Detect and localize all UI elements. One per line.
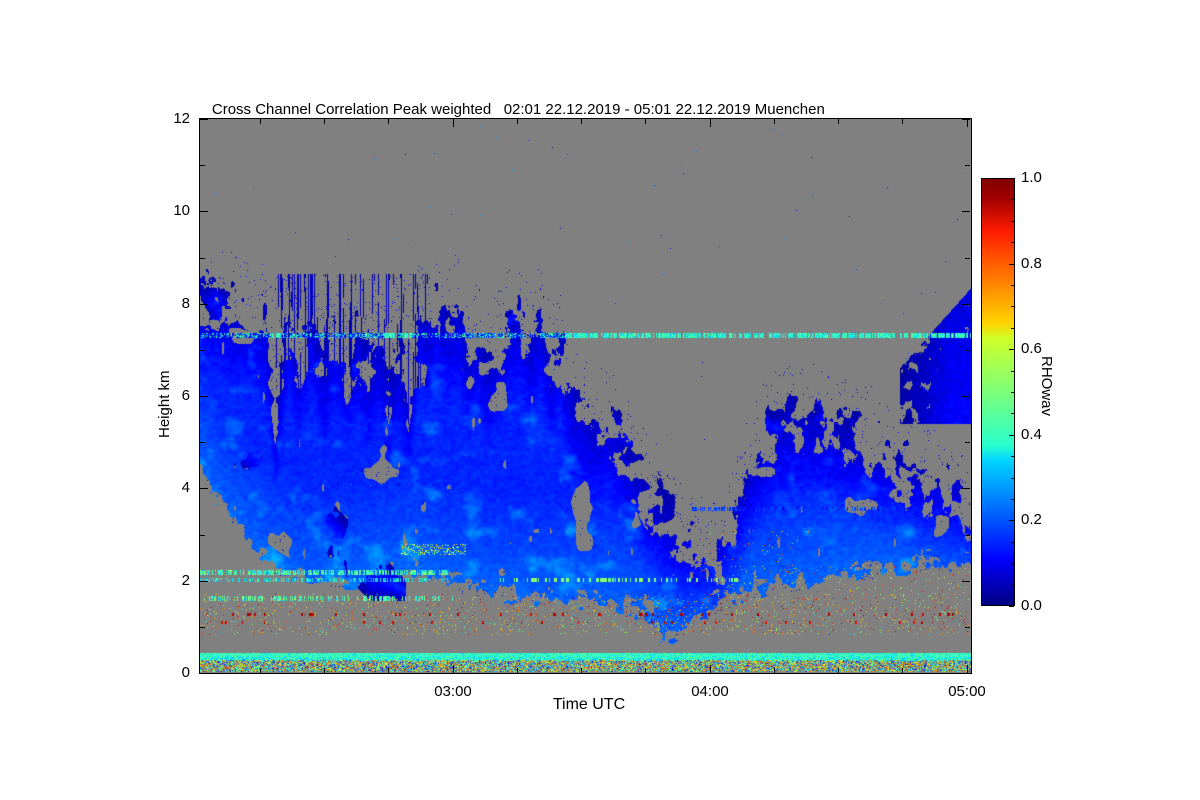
x-tick-major [710,119,711,127]
colorbar-tick [1009,349,1014,350]
x-tick-minor [260,668,261,673]
colorbar-tick-minor [1011,199,1014,200]
colorbar-tick-minor [1011,478,1014,479]
y-tick-minor [965,535,970,536]
y-tick-minor [200,165,205,166]
plot-title-text: Cross Channel Correlation Peak weighted … [211,101,825,118]
y-tick-major [200,581,208,582]
x-tick-minor [581,668,582,673]
x-tick-major [967,665,968,673]
x-tick-minor [324,119,325,124]
colorbar-tick-minor [1011,499,1014,500]
y-tick-label: 0 [181,664,190,681]
y-tick-major [962,581,970,582]
x-tick-minor [517,668,518,673]
y-tick-major [962,488,970,489]
y-tick-label: 10 [173,202,190,219]
y-axis-title: Height km [156,370,173,438]
x-axis-title-text: Time UTC [552,696,626,713]
x-tick-major [453,119,454,127]
colorbar-tick-label: 0.6 [1021,340,1042,357]
y-tick-major [962,119,970,120]
y-tick-major [200,396,208,397]
x-tick-minor [645,119,646,124]
x-tick-minor [645,668,646,673]
y-tick-major [962,304,970,305]
x-tick-minor [260,119,261,124]
colorbar [981,178,1015,606]
y-tick-major [200,488,208,489]
colorbar-tick-minor [1011,306,1014,307]
colorbar-gradient [981,178,1015,606]
y-tick-major [962,673,970,674]
colorbar-tick-label: 0.2 [1021,511,1042,528]
colorbar-tick-minor [1011,542,1014,543]
x-tick-label: 03:00 [434,683,472,700]
x-tick-minor [774,668,775,673]
colorbar-tick-minor [1011,563,1014,564]
x-tick-major [710,665,711,673]
colorbar-tick-minor [1011,585,1014,586]
colorbar-border [981,178,1015,606]
y-tick-major [962,211,970,212]
x-tick-minor [388,668,389,673]
y-tick-minor [200,627,205,628]
x-tick-label: 05:00 [948,683,986,700]
x-tick-label: 04:00 [691,683,729,700]
x-tick-major [967,119,968,127]
colorbar-tick-minor [1011,392,1014,393]
colorbar-tick [1009,264,1014,265]
colorbar-tick-label: 0.4 [1021,426,1042,443]
x-tick-minor [838,119,839,124]
y-tick-major [200,211,208,212]
y-tick-major [962,396,970,397]
y-tick-major [200,119,208,120]
colorbar-tick-minor [1011,221,1014,222]
colorbar-tick-minor [1011,285,1014,286]
colorbar-title: RHOwav [1038,356,1055,417]
colorbar-tick-minor [1011,242,1014,243]
y-tick-label: 2 [181,572,190,589]
y-tick-major [200,304,208,305]
y-tick-minor [200,535,205,536]
y-tick-minor [200,350,205,351]
colorbar-tick-minor [1011,328,1014,329]
radar-time-height-heatmap [200,119,971,673]
colorbar-tick [1009,606,1014,607]
colorbar-tick-minor [1011,371,1014,372]
colorbar-tick-minor [1011,435,1014,436]
y-tick-minor [965,258,970,259]
y-tick-minor [200,442,205,443]
colorbar-tick [1009,520,1014,521]
x-axis-title: Time UTC [0,696,1190,714]
x-tick-minor [388,119,389,124]
y-tick-label: 12 [173,110,190,127]
x-tick-minor [774,119,775,124]
colorbar-tick [1009,178,1014,179]
x-tick-minor [517,119,518,124]
y-tick-minor [200,258,205,259]
colorbar-tick-label: 0.0 [1021,597,1042,614]
page-title: Cross Channel Correlation Peak weighted … [0,84,1190,135]
colorbar-tick-label: 1.0 [1021,169,1042,186]
y-tick-label: 4 [181,479,190,496]
y-tick-minor [965,442,970,443]
x-tick-minor [902,119,903,124]
plot-area [199,118,972,674]
x-tick-minor [838,668,839,673]
x-tick-minor [902,668,903,673]
y-tick-minor [965,627,970,628]
y-tick-major [200,673,208,674]
y-tick-label: 8 [181,295,190,312]
y-tick-label: 6 [181,387,190,404]
colorbar-tick-minor [1011,456,1014,457]
x-tick-major [453,665,454,673]
x-tick-minor [324,668,325,673]
colorbar-tick-minor [1011,413,1014,414]
colorbar-tick-label: 0.8 [1021,255,1042,272]
x-tick-minor [581,119,582,124]
y-tick-minor [965,350,970,351]
y-tick-minor [965,165,970,166]
